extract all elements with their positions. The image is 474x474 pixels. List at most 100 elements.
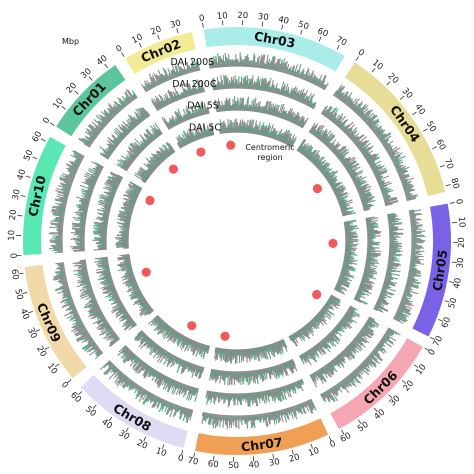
tick-label: 20 bbox=[8, 209, 19, 221]
track-bar bbox=[154, 101, 160, 111]
track-bar bbox=[160, 95, 167, 107]
tick-label: 70 bbox=[431, 334, 445, 348]
track-bar bbox=[225, 415, 228, 426]
track-highlight bbox=[259, 122, 261, 127]
track-highlight bbox=[364, 104, 369, 109]
track-bar bbox=[191, 88, 195, 95]
track-highlight bbox=[387, 132, 392, 137]
tick-mark bbox=[388, 394, 393, 399]
track-bar bbox=[253, 55, 256, 68]
track-bar bbox=[325, 112, 330, 118]
track-bar bbox=[298, 117, 304, 127]
track-bar bbox=[213, 55, 216, 69]
track-bar bbox=[315, 74, 323, 86]
track-bar bbox=[167, 89, 175, 103]
tick-label: 60 bbox=[339, 431, 353, 445]
track-bar bbox=[270, 84, 274, 93]
track-bar bbox=[367, 232, 380, 235]
tick-label: 20 bbox=[34, 344, 48, 358]
chromosome-band-chr03 bbox=[203, 27, 345, 72]
tick-label: 20 bbox=[149, 24, 163, 37]
track-highlight bbox=[314, 104, 317, 107]
track-highlight bbox=[352, 319, 357, 324]
track-highlight bbox=[164, 408, 167, 412]
track-highlight bbox=[278, 130, 281, 135]
track-highlight bbox=[338, 385, 341, 388]
track-line bbox=[167, 106, 209, 127]
track-bar bbox=[151, 74, 159, 86]
track-highlight bbox=[155, 80, 158, 83]
track-bar bbox=[276, 89, 279, 95]
track-highlight bbox=[284, 129, 288, 134]
track-bar bbox=[319, 75, 327, 88]
track-bar bbox=[333, 84, 343, 97]
chromosome-label-chr05: Chr05 bbox=[429, 249, 450, 292]
track-bar bbox=[399, 174, 410, 180]
track-bar bbox=[268, 124, 274, 138]
track-bar bbox=[377, 133, 386, 140]
tick-mark bbox=[401, 379, 407, 384]
tick-mark bbox=[35, 329, 41, 333]
track-bar bbox=[225, 56, 228, 67]
tick-mark bbox=[449, 281, 455, 283]
track-highlight bbox=[158, 408, 162, 413]
track-bar bbox=[246, 119, 249, 134]
track-bar bbox=[219, 129, 221, 134]
tick-label: 30 bbox=[25, 326, 39, 340]
tick-mark bbox=[213, 455, 215, 461]
track-highlight bbox=[199, 105, 202, 109]
track-bar bbox=[182, 138, 188, 146]
track-highlight bbox=[69, 318, 73, 321]
track-highlight bbox=[57, 198, 61, 200]
track-bar bbox=[188, 128, 195, 142]
tick-label: 60 bbox=[316, 26, 330, 39]
tick-mark bbox=[445, 184, 451, 187]
track-highlight bbox=[316, 78, 319, 81]
track-bar bbox=[295, 116, 301, 125]
track-bar bbox=[155, 101, 162, 110]
track-bar bbox=[185, 105, 192, 120]
track-highlight bbox=[119, 319, 123, 323]
track-highlight bbox=[52, 213, 57, 215]
track-bar bbox=[401, 180, 408, 184]
track-bar bbox=[243, 77, 246, 89]
track-highlight bbox=[264, 77, 267, 82]
track-highlight bbox=[373, 115, 378, 119]
chromosome-band-chr10 bbox=[23, 136, 66, 256]
track-highlight bbox=[150, 322, 154, 327]
track-bar bbox=[296, 89, 303, 102]
chromosome-label-chr07: Chr07 bbox=[240, 435, 283, 455]
track-highlight bbox=[263, 77, 265, 82]
track-bar bbox=[243, 121, 246, 133]
track-bar bbox=[229, 98, 231, 111]
track-bar bbox=[378, 133, 387, 140]
track-highlight bbox=[97, 209, 102, 211]
track-highlight bbox=[299, 64, 302, 69]
track-highlight bbox=[182, 91, 185, 94]
chromosome-band-chr09 bbox=[24, 264, 87, 379]
track-bar bbox=[50, 232, 63, 234]
track-bar bbox=[335, 85, 345, 98]
track-bar bbox=[405, 194, 418, 199]
track-highlight bbox=[342, 92, 345, 95]
track-bar bbox=[186, 132, 193, 143]
tick-label: 40 bbox=[412, 102, 426, 117]
track-highlight bbox=[396, 270, 401, 273]
track-line bbox=[144, 64, 199, 91]
track-bar bbox=[227, 101, 230, 111]
track-bar bbox=[273, 104, 279, 117]
track-bar bbox=[194, 132, 199, 141]
track-highlight bbox=[302, 92, 305, 97]
track-bar bbox=[263, 101, 268, 114]
track-highlight bbox=[366, 142, 371, 146]
track-highlight bbox=[360, 179, 364, 182]
track-highlight bbox=[122, 355, 126, 360]
track-bar bbox=[364, 112, 375, 123]
track-highlight bbox=[190, 105, 193, 110]
track-bar bbox=[180, 66, 184, 76]
tick-label: 20 bbox=[237, 11, 248, 21]
track-bar bbox=[163, 97, 169, 106]
track-bar bbox=[182, 63, 187, 75]
track-highlight bbox=[294, 415, 298, 420]
